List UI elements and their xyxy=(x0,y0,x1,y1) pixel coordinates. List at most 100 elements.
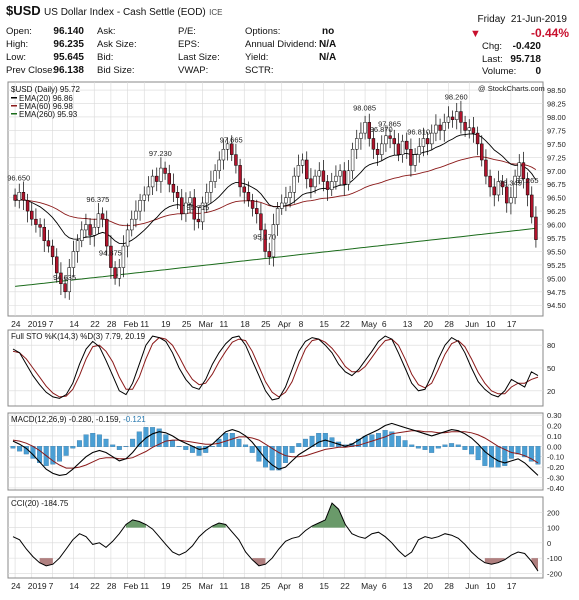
candle-up xyxy=(205,192,209,204)
price-annotation: 96.810 xyxy=(407,128,430,137)
candle-down xyxy=(163,167,167,174)
macd-histogram-bar xyxy=(76,440,82,447)
ema260-line xyxy=(15,227,536,287)
macd-histogram-bar xyxy=(362,435,368,447)
macd-histogram-bar xyxy=(435,446,441,449)
candle-down xyxy=(463,122,467,131)
macd-histogram-bar xyxy=(455,444,461,447)
price-y-tick-label: 97.75 xyxy=(547,126,566,135)
last-value: 95.718 xyxy=(510,54,541,65)
x-axis-label-bottom: 28 xyxy=(444,581,454,591)
x-axis-label-top: 15 xyxy=(319,319,329,329)
candle-down xyxy=(488,175,492,188)
macd-histogram-bar xyxy=(429,446,435,453)
candle-down xyxy=(305,159,309,180)
price-annotation: 95.170 xyxy=(253,232,276,241)
x-axis-label-top: 11 xyxy=(219,319,228,329)
macd-y-tick-label: -0.30 xyxy=(547,474,564,483)
price-y-tick-label: 95.25 xyxy=(547,261,566,270)
macd-histogram-bar xyxy=(442,444,448,447)
ema60-legend: EMA(60) 96.98 xyxy=(19,102,73,111)
candle-down xyxy=(180,197,184,215)
macd-histogram-bar xyxy=(110,444,116,447)
x-axis-label-top: Feb xyxy=(124,319,139,329)
candle-up xyxy=(400,140,405,155)
candle-up xyxy=(384,135,388,145)
quote-header: $USD US Dollar Index - Cash Settle (EOD)… xyxy=(0,0,579,80)
x-axis-label-bottom: 8 xyxy=(299,581,304,591)
x-axis-label-bottom: 28 xyxy=(107,581,117,591)
x-axis-label-bottom: 19 xyxy=(161,581,171,591)
macd-histogram-bar xyxy=(223,433,229,447)
candle-down xyxy=(88,224,92,236)
price-annotation: 96.375 xyxy=(86,195,109,204)
candle-up xyxy=(17,192,21,201)
cci-overbought-fill xyxy=(126,519,146,528)
price-y-tick-label: 97.00 xyxy=(547,167,566,176)
candle-down xyxy=(105,218,109,247)
date-value: 21-Jun-2019 xyxy=(510,14,567,25)
macd-histogram-bar xyxy=(170,440,175,447)
x-axis-label-bottom: 22 xyxy=(90,581,100,591)
candle-up xyxy=(284,197,288,204)
price-annotation: 97.230 xyxy=(149,149,172,158)
prev-close-value: 96.138 xyxy=(53,65,84,76)
low-label: Low: xyxy=(6,52,27,63)
macd-histogram-bar xyxy=(209,446,215,447)
x-axis-label-top: 2019 xyxy=(28,319,47,329)
candle-up xyxy=(355,138,359,150)
candle-up xyxy=(213,170,217,182)
candle-up xyxy=(446,116,451,123)
candle-down xyxy=(50,245,55,258)
macd-histogram-bar xyxy=(249,446,255,453)
cci-oversold-fill xyxy=(252,558,266,566)
macd-histogram-bar xyxy=(409,444,415,447)
candle-up xyxy=(434,124,438,134)
x-axis-label-bottom: 18 xyxy=(240,581,250,591)
cci-y-tick-label: 200 xyxy=(547,508,560,517)
candle-up xyxy=(146,186,151,196)
x-axis-label-top: Mar xyxy=(199,319,214,329)
candle-down xyxy=(30,210,34,220)
x-axis-label-bottom: 24 xyxy=(11,581,21,591)
ema20-line xyxy=(15,133,537,245)
candle-down xyxy=(46,240,51,247)
candle-up xyxy=(317,170,321,177)
macd-histogram-bar xyxy=(83,434,89,447)
macd-panel-frame xyxy=(7,412,544,491)
candle-up xyxy=(125,229,130,247)
dividend-value: N/A xyxy=(319,39,337,50)
candle-up xyxy=(455,111,459,120)
macd-signal-line xyxy=(12,430,539,469)
yield-label: Yield: xyxy=(245,52,269,63)
candle-up xyxy=(334,175,338,182)
candle-down xyxy=(450,116,455,120)
x-axis-label-bottom: 2019 xyxy=(28,581,47,591)
x-axis-label-bottom: 11 xyxy=(140,581,149,591)
candle-down xyxy=(13,194,17,201)
macd-histogram-bar xyxy=(276,446,282,471)
x-axis-label-top: 17 xyxy=(507,319,517,329)
candle-up xyxy=(142,194,146,201)
x-axis-label-top: 13 xyxy=(403,319,413,329)
price-y-tick-label: 97.50 xyxy=(547,140,566,149)
macd-histogram-bar xyxy=(528,446,534,462)
candle-down xyxy=(63,283,67,293)
macd-histogram-bar xyxy=(37,446,43,463)
x-axis-label-top: 7 xyxy=(49,319,54,329)
x-axis-label-top: 11 xyxy=(140,319,149,329)
x-axis-label-bottom: May xyxy=(361,581,378,591)
candle-down xyxy=(342,170,346,185)
ema60-line xyxy=(15,156,537,227)
low-value: 95.645 xyxy=(53,52,84,63)
price-y-tick-label: 96.75 xyxy=(547,180,566,189)
price-panel-frame xyxy=(7,81,544,317)
macd-y-tick-label: -0.10 xyxy=(547,453,564,462)
candle-down xyxy=(521,162,526,180)
description: US Dollar Index - Cash Settle (EOD) xyxy=(44,7,206,18)
cci-line xyxy=(12,502,539,572)
candle-down xyxy=(55,256,59,274)
macd-y-tick-label: 0.20 xyxy=(547,421,562,430)
candle-up xyxy=(134,210,138,220)
sto-d-line xyxy=(12,337,539,398)
